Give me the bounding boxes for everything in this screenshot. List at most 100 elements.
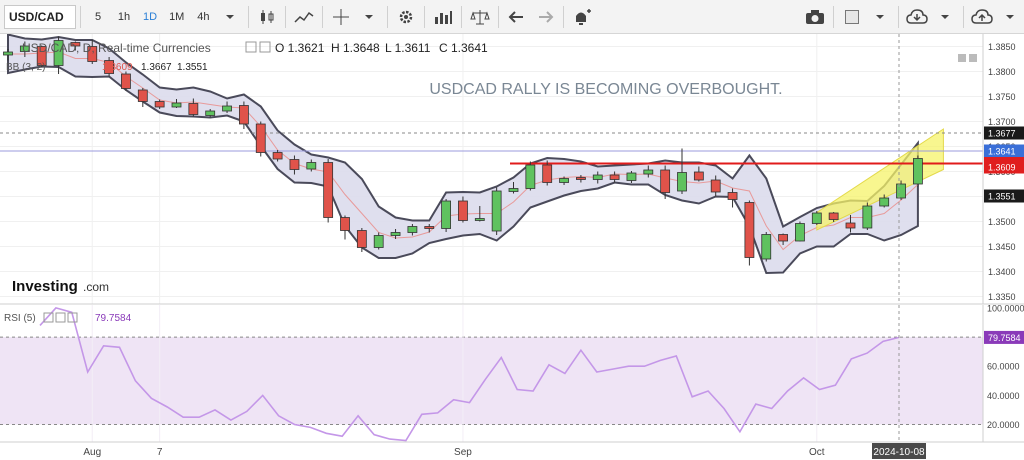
candle-body — [778, 234, 788, 242]
toolbar-divider — [963, 5, 964, 28]
price-tag-bg — [984, 126, 1024, 140]
toolbar-divider — [461, 5, 463, 28]
cursor-date: 2024-10-08 — [873, 447, 925, 458]
candle-body — [576, 177, 586, 180]
candle — [104, 57, 114, 77]
legend-open: O 1.3621 — [275, 41, 325, 55]
candle — [862, 202, 873, 230]
crosshair-icon[interactable] — [327, 4, 355, 30]
candle-body — [609, 174, 620, 180]
candle — [592, 171, 603, 184]
candle — [525, 161, 536, 191]
price-tick-label: 1.3750 — [988, 92, 1016, 102]
candle — [154, 99, 165, 109]
candle — [693, 166, 704, 182]
candle-body — [137, 89, 148, 102]
toolbar-divider — [322, 5, 324, 28]
interval-dropdown-icon[interactable] — [216, 4, 244, 30]
cloud-upload-icon[interactable] — [968, 4, 996, 30]
legend-hide-icon[interactable] — [245, 41, 257, 53]
candle — [390, 229, 401, 239]
rsi-tick-label: 40.0000 — [987, 391, 1020, 401]
candle-body — [592, 174, 603, 180]
interval-4h[interactable]: 4h — [197, 10, 210, 23]
bar-chart-icon[interactable] — [429, 4, 457, 30]
candle — [609, 171, 620, 183]
price-tick-label: 1.3400 — [988, 267, 1016, 277]
interval-1m[interactable]: 1M — [169, 10, 185, 23]
color-icon[interactable] — [838, 4, 866, 30]
price-tick-label: 1.3450 — [988, 242, 1016, 252]
undo-icon[interactable] — [503, 4, 531, 30]
price-gridlines — [0, 46, 983, 297]
pane-minimize-icon[interactable] — [958, 54, 966, 62]
candle-body — [913, 158, 923, 185]
investing-logo: Investing .com — [12, 278, 109, 295]
annotation-text[interactable]: USDCAD RALLY IS BECOMING OVERBOUGHT. — [429, 81, 782, 98]
time-axis[interactable]: Aug 7 Sep Oct 2024-10-08 — [0, 441, 1024, 459]
scales-icon[interactable] — [466, 4, 494, 30]
candle-body — [474, 218, 485, 221]
price-tick-label: 1.3700 — [988, 117, 1016, 127]
bb-mid-value: 1.3609 — [102, 62, 133, 73]
candlestick-icon[interactable] — [253, 4, 281, 30]
price-tag: 1.3551 — [984, 189, 1024, 203]
symbol-input[interactable]: USD/CAD — [4, 4, 76, 29]
dropdown-icon[interactable] — [355, 4, 383, 30]
rsi-settings-icon[interactable] — [55, 312, 66, 323]
candle-body — [660, 169, 671, 193]
candle — [19, 41, 30, 57]
camera-icon[interactable] — [801, 4, 829, 30]
candle-body — [19, 45, 30, 52]
dropdown-icon[interactable] — [996, 4, 1024, 30]
candle — [272, 150, 283, 162]
candle — [137, 88, 148, 107]
price-pane-bg — [0, 34, 983, 304]
legend-high: H 1.3648 — [331, 41, 380, 55]
candle-body — [390, 232, 401, 236]
brand-suffix: .com — [83, 280, 109, 294]
rsi-close-icon[interactable] — [67, 312, 78, 323]
dropdown-icon[interactable] — [931, 4, 959, 30]
legend-close: C 1.3641 — [439, 41, 488, 55]
legend-settings-icon[interactable] — [259, 41, 271, 53]
candle-body — [121, 73, 131, 89]
chart-legend: USD/CAD, D, Real-time Currencies O 1.362… — [6, 41, 977, 73]
candle — [879, 194, 890, 208]
pane-maximize-icon[interactable] — [969, 54, 977, 62]
settings-icon[interactable] — [392, 4, 420, 30]
dropdown-icon[interactable] — [866, 4, 894, 30]
rsi-hide-icon[interactable] — [43, 312, 54, 323]
chart-canvas[interactable]: USDCAD RALLY IS BECOMING OVERBOUGHT. Inv… — [0, 34, 1024, 460]
cloud-download-icon[interactable] — [903, 4, 931, 30]
rsi-axis-bg — [983, 305, 1024, 442]
price-tag-bg — [984, 144, 1024, 158]
interval-1h[interactable]: 1h — [117, 10, 131, 23]
candle — [508, 182, 519, 194]
candle — [87, 40, 98, 64]
indicator-icon[interactable] — [290, 4, 318, 30]
candle-body — [238, 105, 249, 125]
candle-body — [306, 162, 317, 170]
candle-body — [795, 223, 805, 242]
candle-body — [626, 172, 637, 181]
bb-upper-value: 1.3667 — [141, 62, 172, 73]
rsi-line — [39, 306, 900, 442]
interval-1d[interactable]: 1D — [143, 10, 158, 23]
alert-icon[interactable] — [568, 4, 596, 30]
time-label: Oct — [809, 447, 825, 458]
candle — [660, 165, 671, 199]
redo-icon[interactable] — [531, 4, 559, 30]
candle-body — [289, 159, 300, 170]
cursor-date-tag — [872, 443, 926, 459]
candle — [491, 187, 502, 235]
price-axis[interactable]: 1.38501.38001.37501.37001.36501.36001.35… — [982, 34, 1024, 304]
interval-5[interactable]: 5 — [94, 10, 102, 23]
candle — [188, 98, 199, 117]
candle — [626, 171, 637, 183]
candle-body — [811, 212, 822, 224]
candle-body — [677, 172, 687, 192]
candle-body — [205, 110, 216, 116]
candle-body — [323, 162, 334, 218]
